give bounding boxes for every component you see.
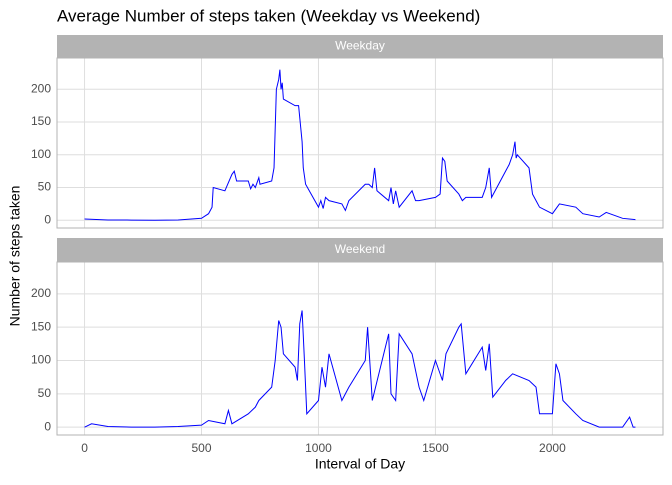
y-tick-label: 150 [31, 319, 51, 333]
y-tick-label: 50 [38, 180, 52, 194]
strip-label: Weekend [335, 242, 385, 256]
y-tick-label: 200 [31, 81, 51, 95]
y-tick-label: 200 [31, 286, 51, 300]
line [84, 69, 636, 221]
y-tick-label: 150 [31, 114, 51, 128]
strip-label: Weekday [335, 39, 385, 53]
y-tick-label: 0 [44, 419, 51, 433]
y-tick-label: 50 [38, 386, 52, 400]
x-axis-label: Interval of Day [315, 456, 405, 472]
panel-border [56, 57, 664, 229]
line [84, 310, 636, 428]
y-tick-label: 100 [31, 353, 51, 367]
x-tick-label: 0 [81, 441, 88, 455]
x-tick-label: 2000 [539, 441, 566, 455]
y-axis-label: Number of steps taken [7, 186, 23, 327]
chart-title: Average Number of steps taken (Weekday v… [57, 6, 480, 25]
x-tick-label: 1500 [422, 441, 449, 455]
strip [57, 238, 663, 262]
strip [57, 35, 663, 58]
panel-border [56, 261, 664, 436]
x-tick-label: 500 [191, 441, 211, 455]
x-tick-label: 1000 [305, 441, 332, 455]
y-tick-label: 0 [44, 212, 51, 226]
y-tick-label: 100 [31, 147, 51, 161]
